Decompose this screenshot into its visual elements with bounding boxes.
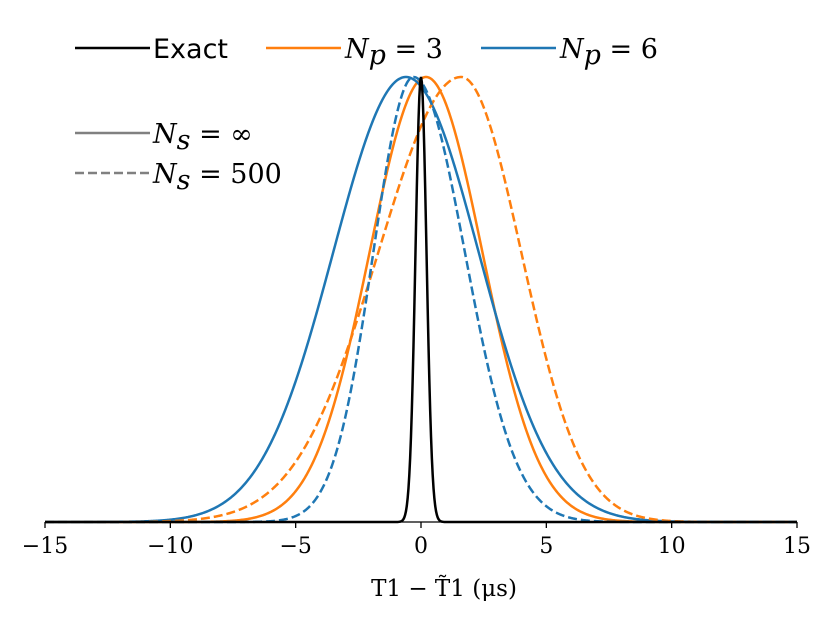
x-tick-label: −10	[147, 534, 193, 559]
x-ticks-group: −15 −10 −5 0 5 10 15	[22, 522, 811, 559]
x-tick-label: −5	[279, 534, 311, 559]
legend-top: Exact Np = 3 Np = 6	[75, 34, 658, 71]
x-axis-label: T1 − T̃1 (μs)	[371, 576, 517, 602]
legend-nsinf-sym: N	[152, 119, 178, 150]
x-tick-label: 15	[783, 534, 811, 559]
x-tick-label: 0	[414, 534, 428, 559]
legend-ns500-sym: N	[152, 159, 178, 190]
legend-ns500-rest: = 500	[190, 159, 281, 190]
legend-np3-rest: = 3	[386, 34, 443, 65]
legend-style: Ns = ∞ Ns = 500	[75, 119, 282, 196]
legend-np6-sym: N	[559, 34, 585, 65]
legend-np6-sub: p	[584, 40, 601, 71]
legend-label-np3: Np = 3	[344, 34, 443, 71]
legend-label-ns-inf: Ns = ∞	[152, 119, 253, 156]
legend-nsinf-sub: s	[177, 125, 191, 156]
x-tick-label: 10	[658, 534, 686, 559]
legend-nsinf-rest: = ∞	[190, 119, 252, 150]
legend-np3-sym: N	[344, 34, 370, 65]
x-tick-label: −15	[22, 534, 68, 559]
legend-np6-rest: = 6	[601, 34, 658, 65]
x-tick-label: 5	[539, 534, 553, 559]
legend-np3-sub: p	[369, 40, 386, 71]
legend-label-exact: Exact	[153, 34, 228, 65]
legend-label-np6: Np = 6	[559, 34, 658, 71]
legend-ns500-sub: s	[177, 165, 191, 196]
legend-label-ns-500: Ns = 500	[152, 159, 282, 196]
